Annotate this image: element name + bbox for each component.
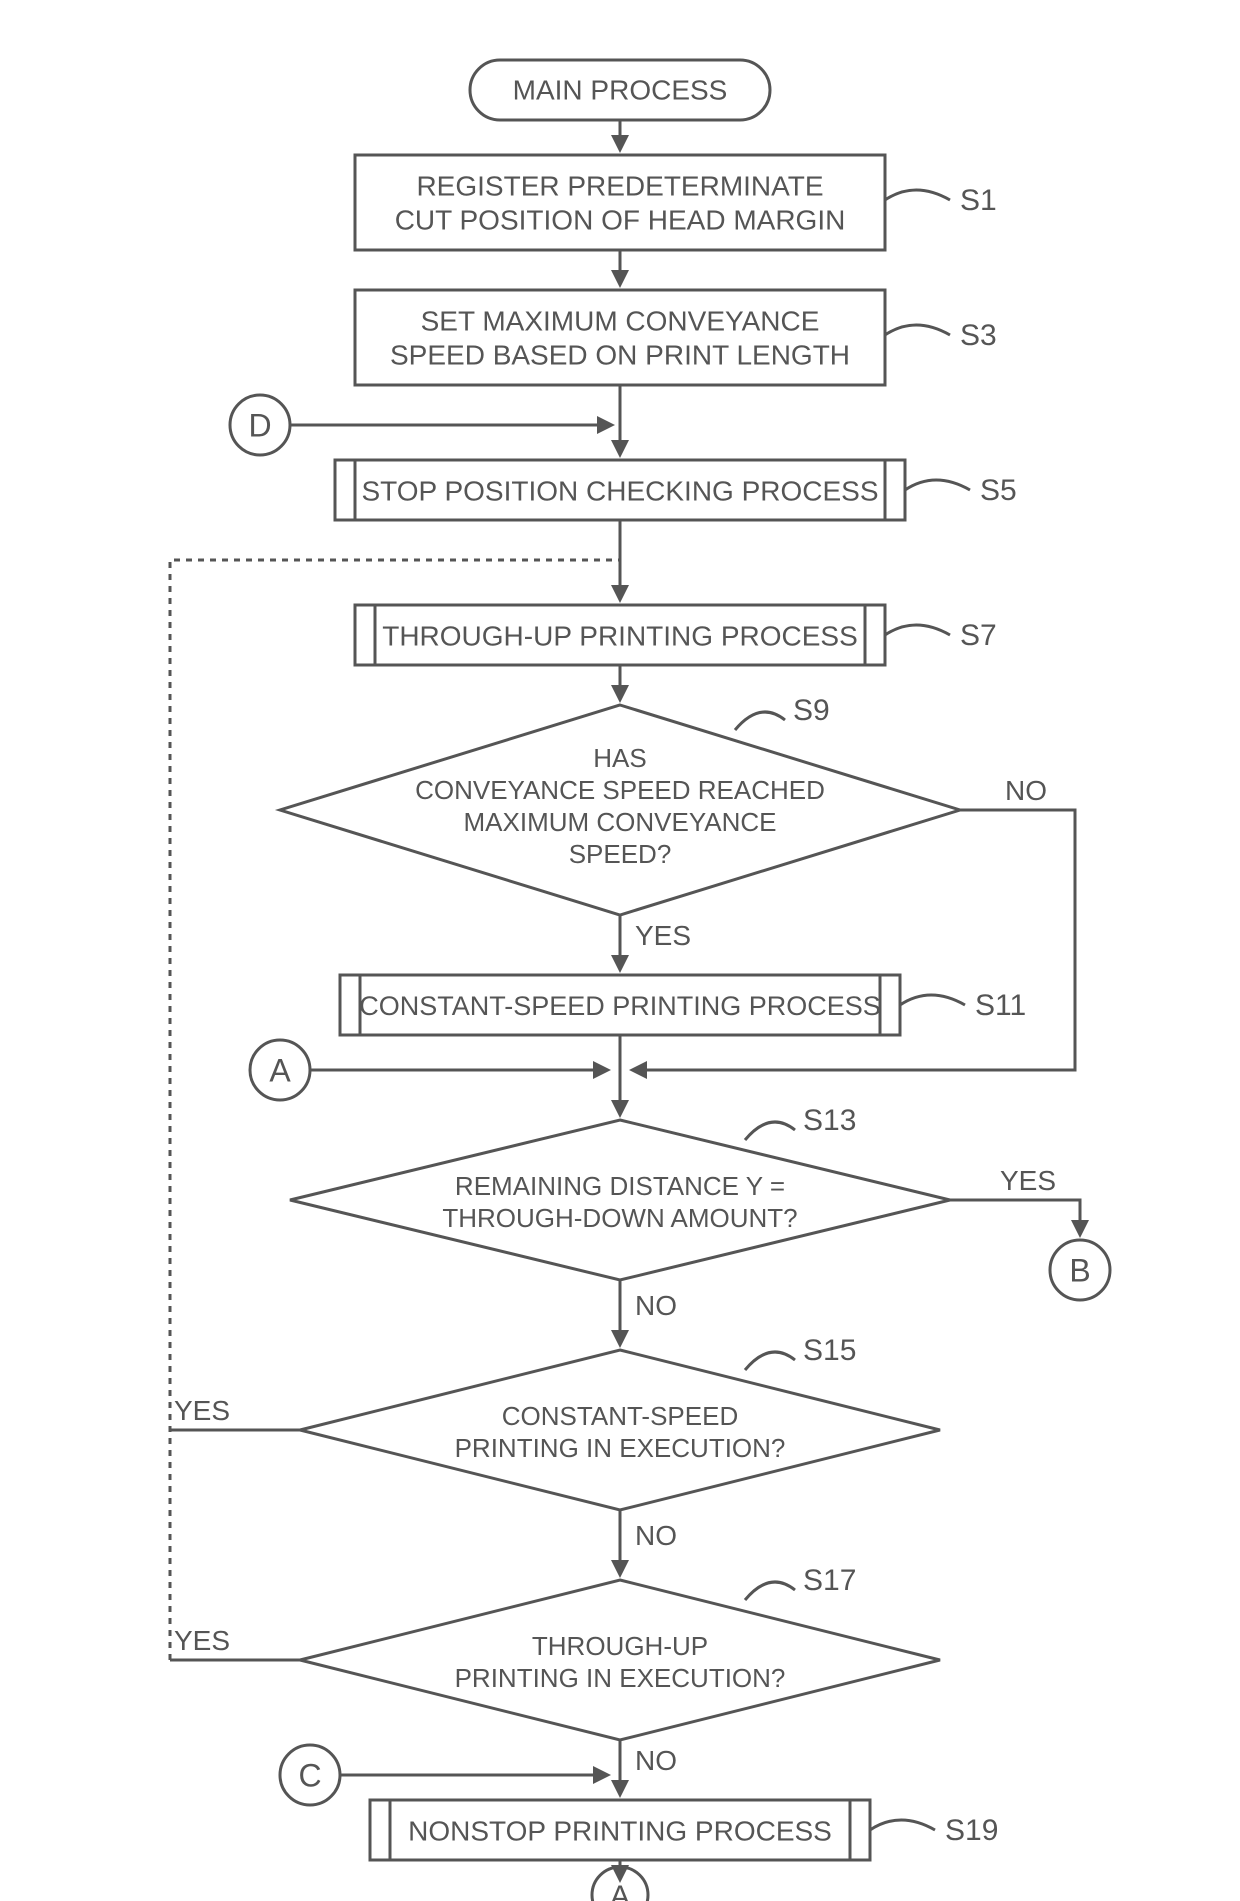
decision-s13: REMAINING DISTANCE Y = THROUGH-DOWN AMOU…: [290, 1104, 950, 1280]
s17-line1: THROUGH-UP: [532, 1631, 708, 1661]
start-label: MAIN PROCESS: [513, 74, 728, 105]
s9-line4: SPEED?: [569, 839, 672, 869]
step-s7: THROUGH-UP PRINTING PROCESS S7: [355, 605, 997, 665]
connector-c-label: C: [298, 1757, 321, 1793]
step-s3: SET MAXIMUM CONVEYANCE SPEED BASED ON PR…: [355, 290, 997, 385]
decision-s17: THROUGH-UP PRINTING IN EXECUTION? S17: [300, 1564, 940, 1740]
s9-line1: HAS: [593, 743, 646, 773]
s3-line1: SET MAXIMUM CONVEYANCE: [421, 305, 820, 336]
s17-no: NO: [635, 1745, 677, 1776]
s13-line2: THROUGH-DOWN AMOUNT?: [442, 1203, 797, 1233]
s13-label: S13: [803, 1104, 856, 1137]
s13-yes: YES: [1000, 1165, 1056, 1196]
s17-line2: PRINTING IN EXECUTION?: [455, 1663, 786, 1693]
flowchart-svg: MAIN PROCESS REGISTER PREDETERMINATE CUT…: [0, 0, 1240, 1901]
step-s19: NONSTOP PRINTING PROCESS S19: [370, 1800, 998, 1860]
s9-line2: CONVEYANCE SPEED REACHED: [415, 775, 825, 805]
step-s11: CONSTANT-SPEED PRINTING PROCESS S11: [340, 975, 1026, 1035]
s15-no: NO: [635, 1520, 677, 1551]
s13-line1: REMAINING DISTANCE Y =: [455, 1171, 785, 1201]
s9-yes: YES: [635, 920, 691, 951]
step-s5: STOP POSITION CHECKING PROCESS S5: [335, 460, 1017, 520]
s11-label: S11: [975, 989, 1026, 1022]
start-terminator: MAIN PROCESS: [470, 60, 770, 120]
s19-label: S19: [945, 1814, 998, 1847]
s3-label: S3: [960, 319, 997, 352]
s1-line2: CUT POSITION OF HEAD MARGIN: [395, 204, 846, 235]
connector-c: C: [280, 1745, 340, 1805]
decision-s9: HAS CONVEYANCE SPEED REACHED MAXIMUM CON…: [280, 694, 960, 915]
s9-label: S9: [793, 694, 830, 727]
step-s1: REGISTER PREDETERMINATE CUT POSITION OF …: [355, 155, 997, 250]
s5-label: S5: [980, 474, 1017, 507]
s19-line1: NONSTOP PRINTING PROCESS: [408, 1815, 832, 1846]
connector-a-top-label: A: [269, 1052, 291, 1088]
connector-b: B: [1050, 1240, 1110, 1300]
s15-label: S15: [803, 1334, 856, 1367]
s15-line2: PRINTING IN EXECUTION?: [455, 1433, 786, 1463]
s17-label: S17: [803, 1564, 856, 1597]
s7-line1: THROUGH-UP PRINTING PROCESS: [382, 620, 858, 651]
decision-s15: CONSTANT-SPEED PRINTING IN EXECUTION? S1…: [300, 1334, 940, 1510]
connector-d: D: [230, 395, 290, 455]
connector-b-label: B: [1069, 1252, 1090, 1288]
connector-a-top: A: [250, 1040, 310, 1100]
s5-line1: STOP POSITION CHECKING PROCESS: [361, 475, 878, 506]
s13-no: NO: [635, 1290, 677, 1321]
s15-yes: YES: [174, 1395, 230, 1426]
s1-line1: REGISTER PREDETERMINATE: [416, 170, 823, 201]
s1-label: S1: [960, 184, 997, 217]
connector-d-label: D: [248, 407, 271, 443]
s7-label: S7: [960, 619, 997, 652]
connector-a-bottom-label: A: [610, 1880, 630, 1901]
s17-yes: YES: [174, 1625, 230, 1656]
s3-line2: SPEED BASED ON PRINT LENGTH: [390, 339, 850, 370]
s9-line3: MAXIMUM CONVEYANCE: [464, 807, 777, 837]
s15-line1: CONSTANT-SPEED: [502, 1401, 738, 1431]
s11-line1: CONSTANT-SPEED PRINTING PROCESS: [359, 991, 881, 1021]
s9-no: NO: [1005, 775, 1047, 806]
